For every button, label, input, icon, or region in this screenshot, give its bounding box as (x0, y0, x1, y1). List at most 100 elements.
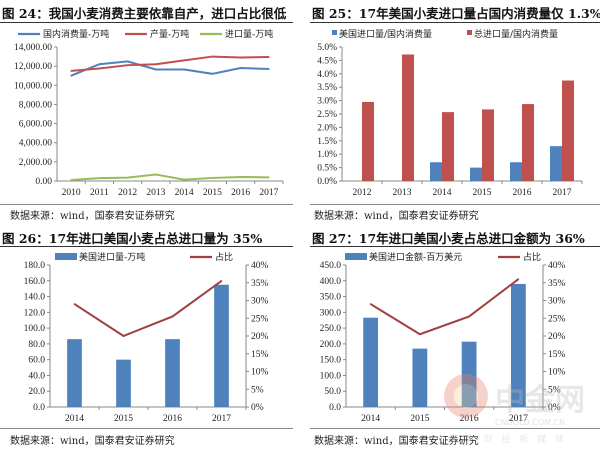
y2-tick-label: 15% (251, 350, 269, 360)
y2-tick-label: 30% (548, 297, 566, 307)
x-tick-label: 2017 (553, 188, 572, 198)
watermark-swirl-icon: 中金网 CNGOLD.COM.CN 中 文 财 经 新 媒 体 (444, 374, 585, 445)
bar (510, 162, 522, 181)
data-point (239, 67, 242, 69)
y2-tick-label: 35% (548, 279, 566, 289)
x-tick-label: 2011 (90, 188, 109, 198)
y-tick-label: 160.0 (24, 277, 46, 287)
data-point (211, 73, 214, 75)
bar (482, 109, 494, 181)
y2-tick-label: 10% (251, 368, 269, 378)
y2-tick-label: 40% (548, 261, 566, 271)
y-tick-label: 60.0 (28, 356, 45, 366)
y2-tick-label: 20% (548, 332, 566, 342)
y2-tick-label: 25% (548, 314, 566, 324)
x-tick-label: 2017 (509, 414, 528, 424)
data-point (73, 303, 76, 305)
y2-tick-label: 40% (251, 261, 269, 271)
series-line (71, 173, 269, 182)
x-tick-label: 2015 (473, 188, 492, 198)
bar (402, 54, 414, 182)
source-rule (310, 428, 600, 429)
y2-tick-label: 20% (251, 332, 269, 342)
data-point (419, 333, 421, 336)
y2-tick-label: 25% (251, 314, 269, 324)
title-rule (0, 22, 293, 23)
data-point (171, 315, 174, 318)
x-tick-label: 2015 (410, 414, 429, 424)
y-tick-label: 4.0% (317, 70, 337, 80)
y-tick-label: 5.0% (317, 43, 337, 53)
y-tick-label: 1.0% (317, 150, 337, 160)
bar (214, 284, 229, 407)
y-tick-label: 120.0 (24, 308, 46, 318)
source-rule (310, 204, 600, 205)
y-tick-label: 200.0 (320, 340, 342, 350)
y-tick-label: 180.0 (24, 261, 46, 271)
data-point (70, 70, 72, 72)
y-tick-label: 50.0 (324, 387, 341, 397)
series-line (71, 55, 269, 72)
y-tick-label: 350.0 (320, 293, 342, 303)
y-tick-label: 0.0% (317, 177, 337, 187)
data-point (126, 60, 129, 63)
y-tick-label: 300.0 (320, 308, 342, 318)
bar (562, 80, 574, 181)
data-point (98, 63, 101, 66)
y-tick-label: 150.0 (320, 356, 342, 366)
svg-text:中金网: 中金网 (495, 383, 585, 418)
y2-tick-label: 35% (251, 279, 269, 289)
y-tick-label: 2.0% (317, 123, 337, 133)
x-tick-label: 2014 (65, 414, 84, 424)
data-point (468, 315, 470, 318)
y-tick-label: 100.0 (24, 324, 46, 334)
series-line (370, 278, 519, 336)
legend-label: 占比 (215, 251, 233, 263)
y-tick-label: 4,000.00 (19, 139, 53, 149)
y2-tick-label: 0% (548, 403, 561, 413)
y-tick-label: 2,000.00 (19, 158, 53, 168)
data-point (126, 64, 129, 66)
legend-swatch (467, 30, 472, 35)
data-point (183, 178, 185, 181)
y-tick-label: 0.00 (35, 177, 52, 187)
data-point (268, 68, 270, 70)
bar (362, 101, 374, 181)
legend-swatch (345, 253, 367, 260)
bar (550, 146, 562, 181)
bar (412, 348, 428, 407)
source-rule (0, 204, 293, 205)
x-tick-label: 2013 (393, 188, 412, 198)
data-point (239, 56, 242, 59)
data-point (211, 55, 214, 58)
x-tick-label: 2014 (361, 414, 380, 424)
y-tick-label: 80.0 (28, 340, 45, 350)
data-point (183, 59, 185, 62)
svg-text:CNGOLD.COM.CN: CNGOLD.COM.CN (495, 418, 565, 427)
y-tick-label: 10,000.00 (14, 81, 52, 91)
y-tick-label: 450.0 (320, 261, 342, 271)
bar (430, 162, 442, 181)
series-line (73, 280, 223, 338)
y-tick-label: 100.0 (320, 371, 342, 381)
legend-label: 进口量-万吨 (225, 28, 273, 40)
title-rule (310, 246, 600, 247)
y-tick-label: 6,000.00 (19, 120, 53, 130)
data-point (369, 303, 372, 305)
y2-tick-label: 5% (251, 385, 264, 395)
legend-swatch (55, 253, 77, 260)
legend-label: 美国进口金额-百万美元 (369, 251, 462, 263)
bar (363, 317, 379, 407)
y-tick-label: 3.0% (317, 97, 337, 107)
source-note: 数据来源：wind，国泰君安证券研究 (314, 211, 479, 222)
legend-label: 美国进口量-万吨 (79, 251, 145, 263)
bar (442, 112, 454, 181)
y-tick-label: 140.0 (24, 293, 46, 303)
y2-tick-label: 5% (548, 385, 561, 395)
svg-text:中 文 财 经 新 媒 体: 中 文 财 经 新 媒 体 (448, 433, 567, 445)
x-tick-label: 2015 (114, 414, 133, 424)
data-point (155, 173, 157, 176)
bar (470, 167, 482, 181)
x-tick-label: 2012 (353, 188, 372, 198)
